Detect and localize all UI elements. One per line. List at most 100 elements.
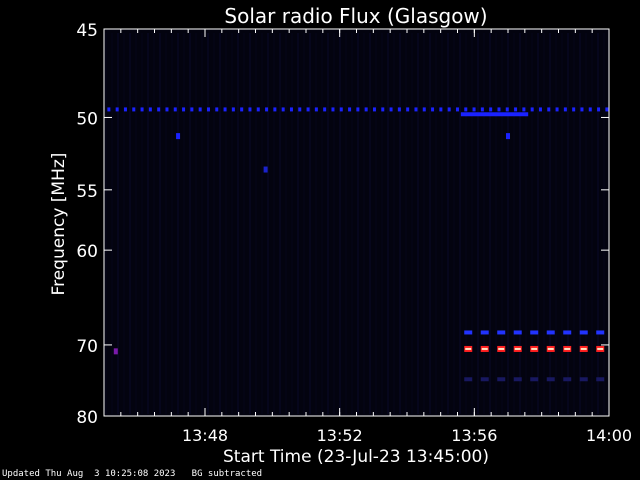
band-dash xyxy=(273,107,277,112)
band-dash xyxy=(464,107,468,112)
band-dash xyxy=(406,107,410,112)
band-dash xyxy=(306,107,310,112)
band-dash xyxy=(546,377,555,382)
band-dash xyxy=(223,107,227,112)
x-tick-label-0: 13:48 xyxy=(182,426,228,445)
y-tick-label-4: 70 xyxy=(76,337,98,357)
band-dash xyxy=(513,377,522,382)
band-dash xyxy=(472,107,476,112)
band-dash xyxy=(123,107,127,112)
band-dash xyxy=(215,107,219,112)
band-dash xyxy=(381,107,385,112)
band-dash xyxy=(331,107,335,112)
band-dash xyxy=(165,107,169,112)
band-dash xyxy=(115,107,119,112)
band-dash xyxy=(563,107,567,112)
band-dash xyxy=(281,107,285,112)
band-dash-core xyxy=(564,347,571,350)
band-dash xyxy=(389,107,393,112)
axis-ticks: 13:48 13:52 13:56 14:00 45 50 55 60 70 80 xyxy=(76,21,632,445)
band-dash-core xyxy=(597,347,604,350)
band-dash xyxy=(563,330,572,335)
band-dash xyxy=(289,107,293,112)
band-dash xyxy=(364,107,368,112)
band-dash xyxy=(497,377,506,382)
band-dash xyxy=(505,107,509,112)
band-dash xyxy=(439,107,443,112)
band-dash xyxy=(422,107,426,112)
x-axis-label: Start Time (23-Jul-23 13:45:00) xyxy=(223,447,489,467)
feature-spot-7 xyxy=(506,133,510,140)
band-dash xyxy=(489,107,493,112)
feature-spot-5 xyxy=(113,348,118,355)
band-dash xyxy=(414,107,418,112)
feature-spot-8 xyxy=(263,166,268,173)
band-dash xyxy=(596,377,605,382)
band-dash xyxy=(480,107,484,112)
band-dash xyxy=(514,107,518,112)
band-dash xyxy=(298,107,302,112)
y-axis-label: Frequency [MHz] xyxy=(49,153,69,296)
band-dash xyxy=(530,377,539,382)
spectrogram-marks xyxy=(107,107,609,382)
y-tick-label-3: 60 xyxy=(76,242,98,262)
band-dash xyxy=(555,107,559,112)
feature-dashed-band-0 xyxy=(107,107,609,112)
band-dash xyxy=(132,107,136,112)
band-dash xyxy=(497,330,506,335)
feature-spot-6 xyxy=(176,133,181,140)
band-dash xyxy=(563,377,572,382)
band-dash xyxy=(314,107,318,112)
band-dash xyxy=(579,377,588,382)
x-tick-label-2: 13:56 xyxy=(451,426,497,445)
band-dash xyxy=(157,107,161,112)
band-dash xyxy=(190,107,194,112)
x-tick-label-3: 14:00 xyxy=(586,426,632,445)
band-dash xyxy=(348,107,352,112)
band-dash xyxy=(198,107,202,112)
band-dash-core xyxy=(580,347,587,350)
band-dash xyxy=(447,107,451,112)
band-dash xyxy=(265,107,269,112)
y-tick-label-5: 80 xyxy=(76,408,98,428)
band-dash xyxy=(231,107,235,112)
band-dash xyxy=(579,330,588,335)
band-dash-core xyxy=(481,347,488,350)
band-dash xyxy=(431,107,435,112)
band-dash xyxy=(513,330,522,335)
band-dash xyxy=(256,107,260,112)
band-dash xyxy=(597,107,601,112)
feature-solid-band-1 xyxy=(460,112,529,117)
chart-title: Solar radio Flux (Glasgow) xyxy=(224,4,487,28)
band-dash xyxy=(107,107,111,112)
band-dash xyxy=(522,107,526,112)
band-dash xyxy=(182,107,186,112)
band-dash-core xyxy=(547,347,554,350)
band-dash xyxy=(464,377,473,382)
band-dash xyxy=(530,107,534,112)
feature-dashed-band-2 xyxy=(464,330,605,335)
band-dash xyxy=(480,377,489,382)
band-dash-core xyxy=(531,347,538,350)
band-dash xyxy=(140,107,144,112)
band-dash xyxy=(547,107,551,112)
y-tick-label-1: 50 xyxy=(76,109,98,129)
band-dash xyxy=(530,330,539,335)
band-dash xyxy=(588,107,592,112)
band-dash-core xyxy=(498,347,505,350)
band-dash xyxy=(605,107,609,112)
band-dash xyxy=(546,330,555,335)
plot-area xyxy=(104,29,609,416)
band-dash xyxy=(538,107,542,112)
band-dash xyxy=(480,330,489,335)
band-dash xyxy=(339,107,343,112)
band-dash-core xyxy=(514,347,521,350)
band-dash xyxy=(455,107,459,112)
update-footer: Updated Thu Aug 3 10:25:08 2023 BG subtr… xyxy=(2,469,263,479)
feature-dashed-band-4 xyxy=(464,377,605,382)
band-dash xyxy=(580,107,584,112)
band-dash xyxy=(240,107,244,112)
band-dash xyxy=(464,330,473,335)
band-dash xyxy=(206,107,210,112)
band-dash xyxy=(596,330,605,335)
